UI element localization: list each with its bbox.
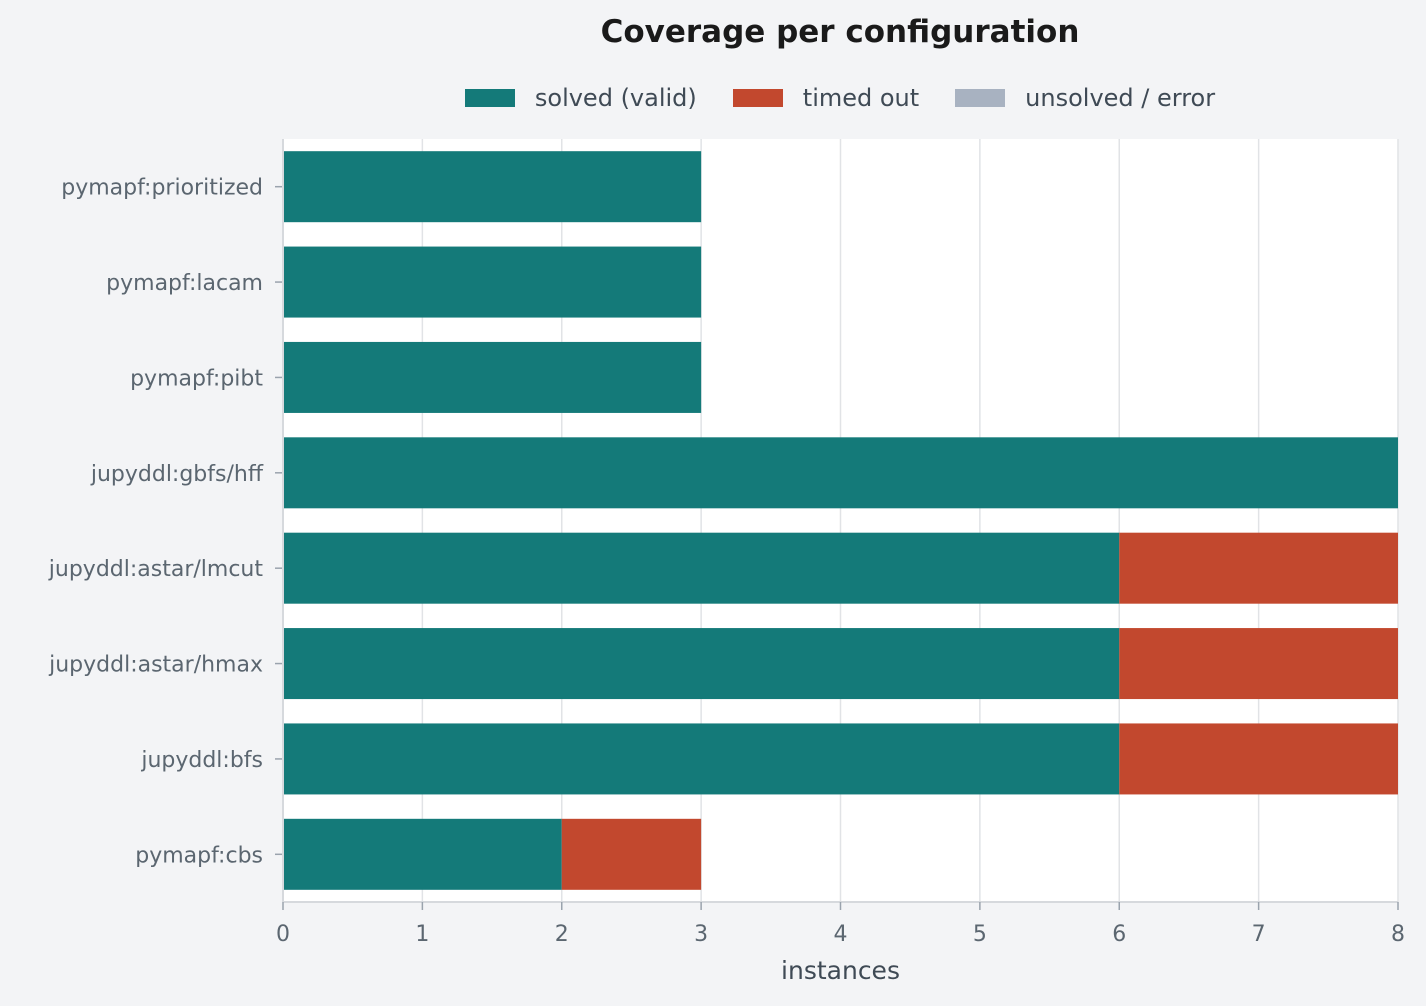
- bar-0-1: [283, 246, 702, 318]
- legend-label-timed-out: timed out: [802, 84, 920, 112]
- bar-1-6: [1119, 723, 1398, 795]
- legend-swatch-timed-out: [732, 89, 783, 107]
- bar-0-2: [283, 341, 702, 413]
- x-tick-label: 8: [1391, 922, 1405, 947]
- legend-label-unsolved: unsolved / error: [1025, 84, 1216, 112]
- bar-0-3: [283, 437, 1398, 509]
- x-tick-label: 7: [1252, 922, 1266, 947]
- y-tick-label: jupyddl:astar/hmax: [48, 653, 263, 678]
- y-tick-label: jupyddl:bfs: [140, 748, 263, 773]
- x-tick-label: 0: [276, 922, 290, 947]
- bar-1-4: [1119, 532, 1398, 604]
- legend-item-solved: solved (valid): [464, 84, 697, 112]
- bar-0-6: [283, 723, 1120, 795]
- chart-title: Coverage per configuration: [600, 14, 1080, 50]
- bar-0-7: [283, 818, 562, 890]
- legend-item-timed-out: timed out: [732, 84, 920, 112]
- x-tick-label: 3: [694, 922, 708, 947]
- y-tick-label: jupyddl:astar/lmcut: [48, 557, 264, 582]
- legend-label-solved: solved (valid): [534, 84, 697, 112]
- y-tick-label: pymapf:lacam: [106, 271, 263, 296]
- legend-item-unsolved: unsolved / error: [955, 84, 1215, 112]
- bar-0-0: [283, 151, 702, 223]
- x-axis-label: instances: [781, 956, 900, 985]
- y-tick-label: jupyddl:gbfs/hff: [90, 462, 264, 487]
- legend-swatch-unsolved: [955, 89, 1006, 107]
- y-tick-label: pymapf:prioritized: [61, 176, 263, 201]
- y-tick-label: pymapf:cbs: [135, 843, 263, 868]
- x-tick-label: 6: [1112, 922, 1126, 947]
- x-tick-label: 5: [973, 922, 987, 947]
- legend-swatch-solved: [464, 89, 515, 107]
- bar-1-5: [1119, 628, 1398, 700]
- legend: solved (valid) timed out unsolved / erro…: [0, 84, 1426, 112]
- y-tick-label: pymapf:pibt: [130, 366, 263, 391]
- bar-0-5: [283, 628, 1120, 700]
- x-tick-label: 4: [834, 922, 848, 947]
- x-tick-label: 2: [555, 922, 569, 947]
- bar-0-4: [283, 532, 1120, 604]
- bar-1-7: [561, 818, 702, 890]
- x-tick-label: 1: [415, 922, 429, 947]
